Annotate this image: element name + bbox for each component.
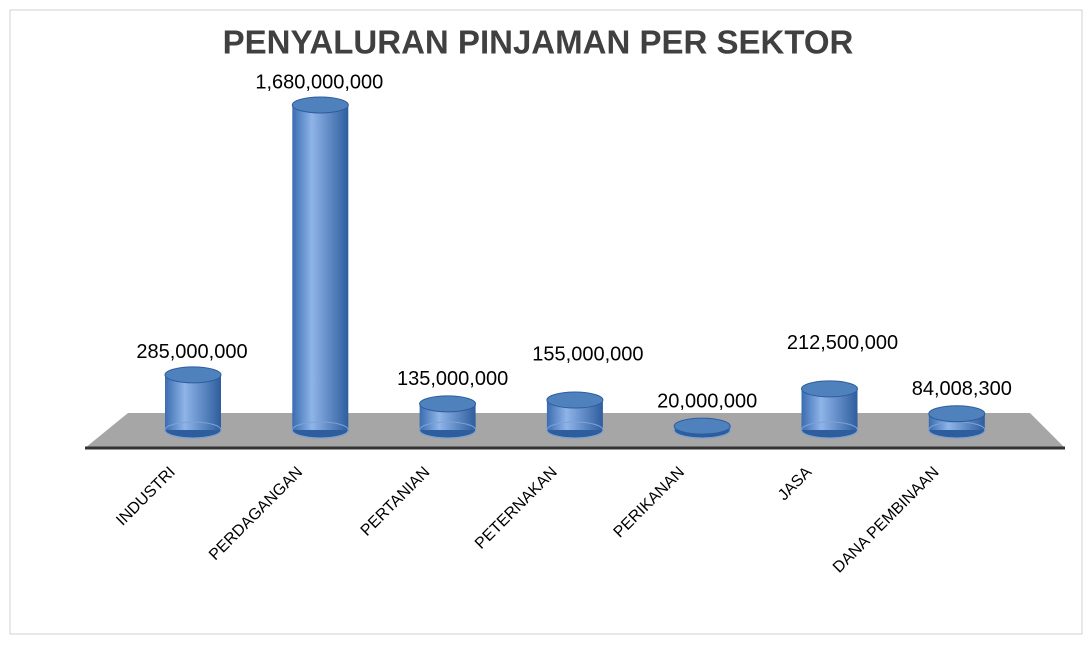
data-label: 212,500,000 [787,332,898,354]
cylinder-base-front [291,421,349,439]
cylinder-top [164,366,222,384]
data-label: 20,000,000 [657,390,757,412]
cylinder-top [546,391,604,409]
bar [292,105,349,430]
data-label: 84,008,300 [912,378,1012,400]
cylinder-base-front [164,421,222,439]
chart-title: PENYALURAN PINJAMAN PER SEKTOR [223,24,854,61]
data-label: 135,000,000 [397,368,508,390]
data-label: 285,000,000 [136,341,247,363]
bar [165,374,221,430]
cylinder-top [801,380,858,398]
chart-border [9,9,1083,635]
cylinder-top [419,395,477,413]
cylinder-base-front [546,421,604,439]
cylinder-base-front [801,421,858,439]
cylinder-top [291,96,349,114]
cylinder-top [673,417,731,435]
cylinder-top [928,405,986,423]
data-label: 1,680,000,000 [255,71,383,93]
data-label: 155,000,000 [532,343,643,365]
cylinder-base-front [419,421,477,439]
